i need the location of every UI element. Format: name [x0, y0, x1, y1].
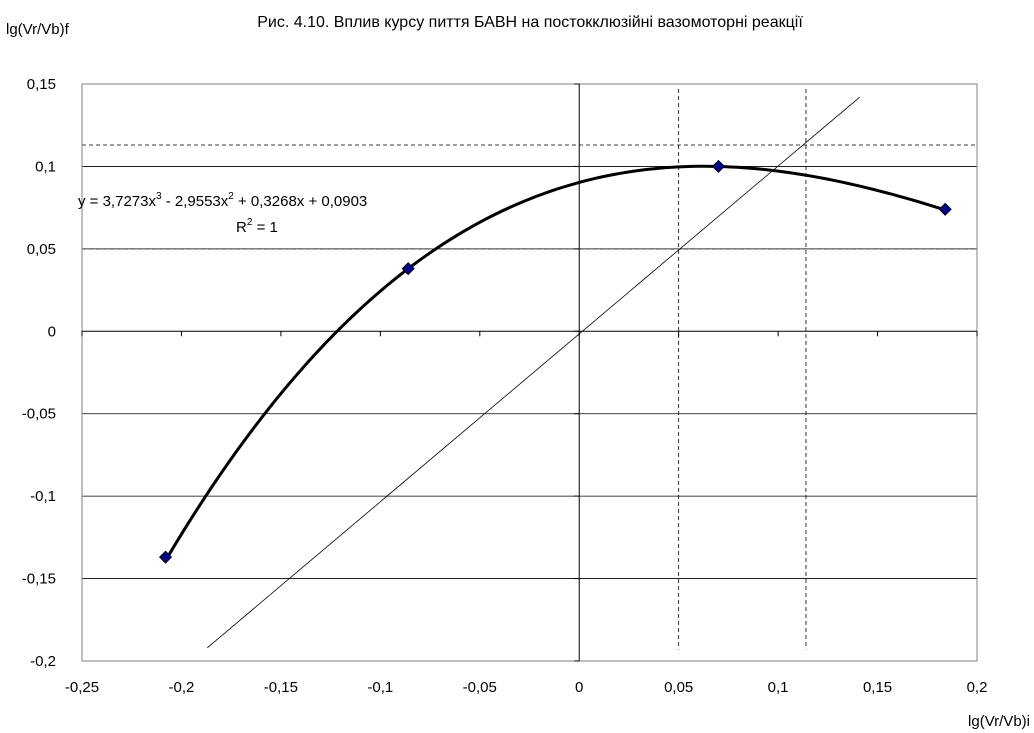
plot-area: [81, 83, 978, 662]
equation-tail: + 0,3268x + 0,0903: [234, 193, 367, 210]
y-tick-label-7: 0,15: [27, 76, 56, 93]
equation-sup-1: 3: [156, 191, 162, 202]
data-point-1: [401, 262, 415, 276]
gridlines: [82, 166, 977, 579]
x-tick-label-8: 0,15: [863, 679, 892, 696]
x-tick-label-2: -0,15: [264, 679, 298, 696]
y-axis-label: lg(Vr/Vb)f: [6, 21, 70, 38]
x-tick-label-6: 0,05: [664, 679, 693, 696]
chart-title: Рис. 4.10. Вплив курсу пиття БАВН на пос…: [257, 14, 803, 31]
dashed-guides: [82, 88, 977, 650]
reference-diagonal-line: [207, 96, 860, 649]
axes: [81, 83, 978, 662]
data-point-3: [938, 202, 952, 216]
y-tick-label-0: -0,2: [30, 653, 56, 670]
equation-lead: y = 3,7273x: [78, 193, 156, 210]
r2-prefix: R: [236, 219, 247, 236]
y-tick-labels: -0,2 -0,15 -0,1 -0,05 0 0,05 0,1 0,15: [22, 76, 56, 670]
x-tick-label-1: -0,2: [169, 679, 195, 696]
x-tick-label-3: -0,1: [367, 679, 393, 696]
data-point-2: [711, 159, 726, 173]
data-points: [158, 159, 952, 564]
x-tick-label-0: -0,25: [65, 679, 99, 696]
x-tick-label-5: 0: [575, 679, 583, 696]
y-tick-label-5: 0,05: [27, 241, 56, 258]
trendline-equation: y = 3,7273x3 - 2,9553x2 + 0,3268x + 0,09…: [78, 191, 367, 210]
y-tick-label-6: 0,1: [35, 158, 56, 175]
equation-mid: - 2,9553x: [162, 193, 229, 210]
r2-suffix: = 1: [252, 219, 277, 236]
x-axis-label: lg(Vr/Vb)i: [968, 713, 1030, 730]
x-tick-label-7: 0,1: [768, 679, 789, 696]
x-tick-labels: -0,25 -0,2 -0,15 -0,1 -0,05 0 0,05 0,1 0,15 0,2: [65, 679, 988, 696]
reference-line: [207, 96, 860, 649]
y-tick-label-4: 0: [48, 323, 56, 340]
y-tick-label-3: -0,05: [22, 406, 56, 423]
trendline: [164, 164, 946, 562]
x-tick-label-4: -0,05: [463, 679, 497, 696]
y-tick-label-2: -0,1: [30, 488, 56, 505]
data-point-0: [158, 550, 173, 564]
x-tick-label-9: 0,2: [967, 679, 988, 696]
r-squared: R2 = 1: [236, 217, 278, 236]
r2-sup: 2: [247, 217, 253, 228]
y-tick-label-1: -0,15: [22, 571, 56, 588]
equation-sup-2: 2: [228, 191, 234, 202]
trendline-curve: [164, 164, 946, 562]
